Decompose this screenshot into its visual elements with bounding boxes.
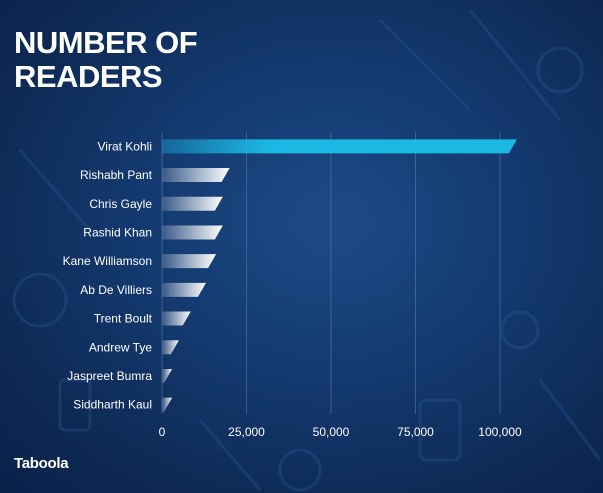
bar-rashid-khan — [162, 225, 223, 240]
category-labels: Virat Kohli Rishabh Pant Chris Gayle Rashid… — [63, 139, 153, 411]
category-label: Ab De Villiers — [80, 283, 152, 297]
category-label: Kane Williamson — [63, 254, 152, 268]
bar-virat-kohli — [162, 139, 517, 154]
category-label: Trent Boult — [94, 312, 153, 326]
category-label: Andrew Tye — [89, 340, 152, 354]
category-label: Siddharth Kaul — [73, 398, 152, 412]
bar-trent-boult — [162, 311, 191, 326]
x-tick-label: 100,000 — [478, 425, 522, 439]
x-tick-label: 75,000 — [397, 425, 434, 439]
bar-kane-williamson — [162, 254, 217, 269]
gridlines — [161, 132, 501, 414]
category-label: Jaspreet Bumra — [67, 369, 152, 383]
chart-title: NUMBER OF READERS — [14, 25, 198, 94]
bar-ab-de-villiers — [162, 282, 206, 297]
category-label: Rishabh Pant — [80, 168, 153, 182]
taboola-logo: Taboola — [14, 455, 69, 472]
bar-jaspreet-bumra — [162, 368, 173, 383]
bar-chris-gayle — [162, 196, 223, 211]
x-axis-ticks: 0 25,000 50,000 75,000 100,000 — [159, 425, 522, 439]
x-tick-label: 0 — [159, 425, 166, 439]
bar-siddharth-kaul — [162, 397, 173, 412]
bar-andrew-tye — [162, 340, 179, 355]
x-tick-label: 50,000 — [313, 425, 350, 439]
bar-rishabh-pant — [162, 168, 230, 183]
category-label: Rashid Khan — [83, 225, 152, 239]
category-label: Chris Gayle — [89, 197, 152, 211]
bars — [162, 139, 517, 412]
x-tick-label: 25,000 — [228, 425, 265, 439]
category-label: Virat Kohli — [98, 139, 152, 153]
